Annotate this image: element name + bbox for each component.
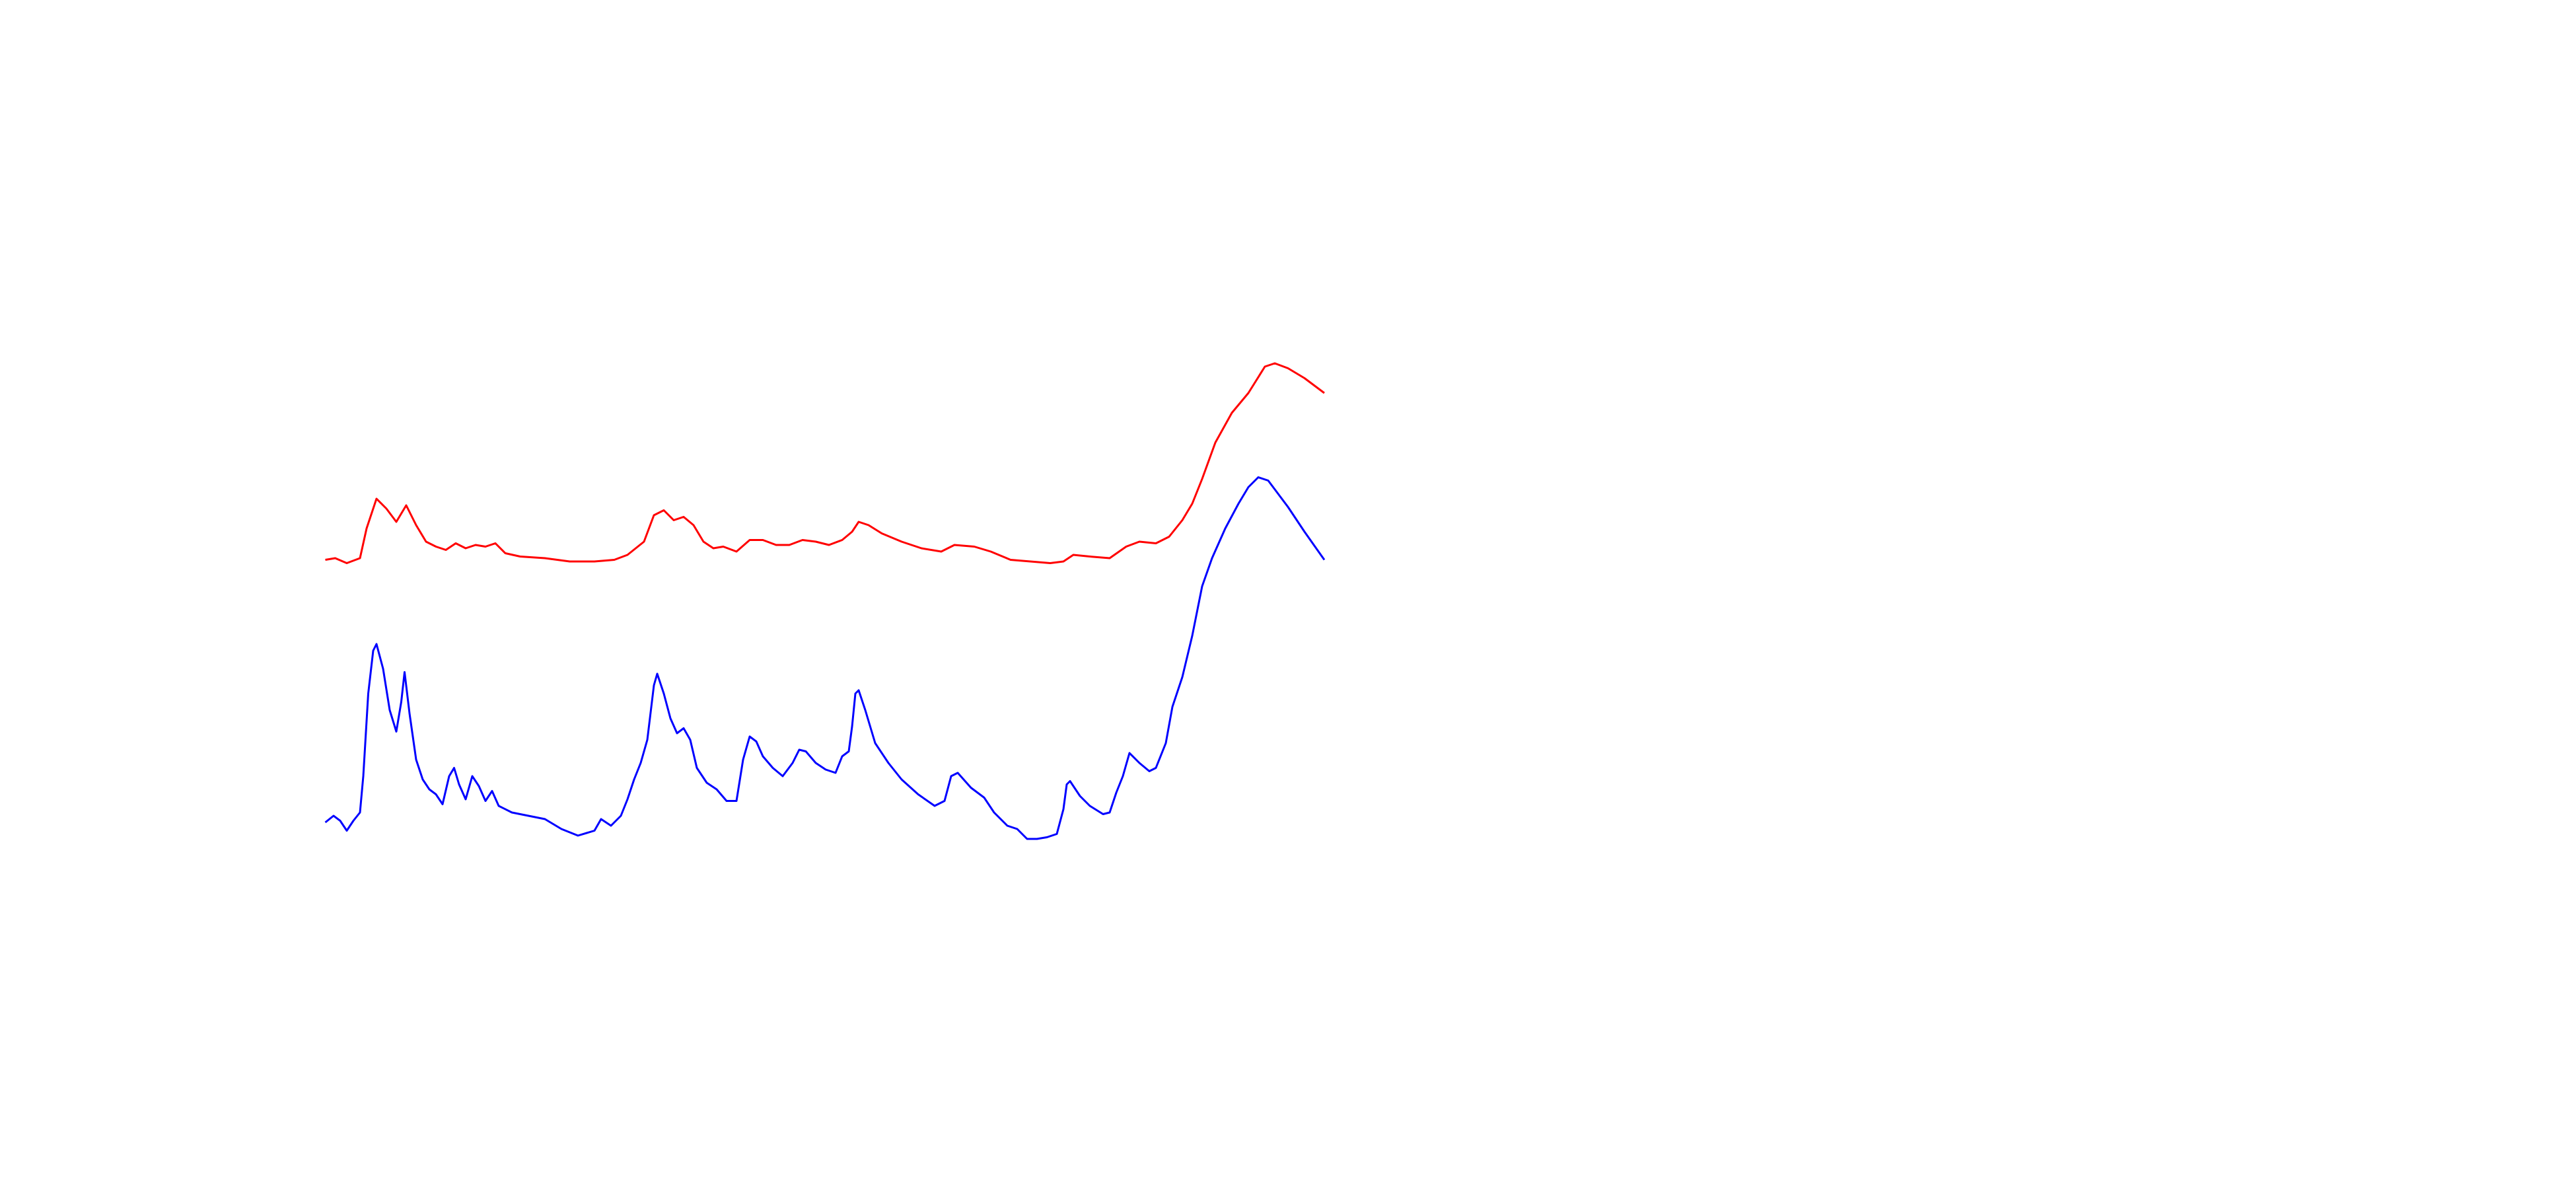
line-series	[325, 362, 1325, 564]
line-series	[324, 476, 1326, 840]
